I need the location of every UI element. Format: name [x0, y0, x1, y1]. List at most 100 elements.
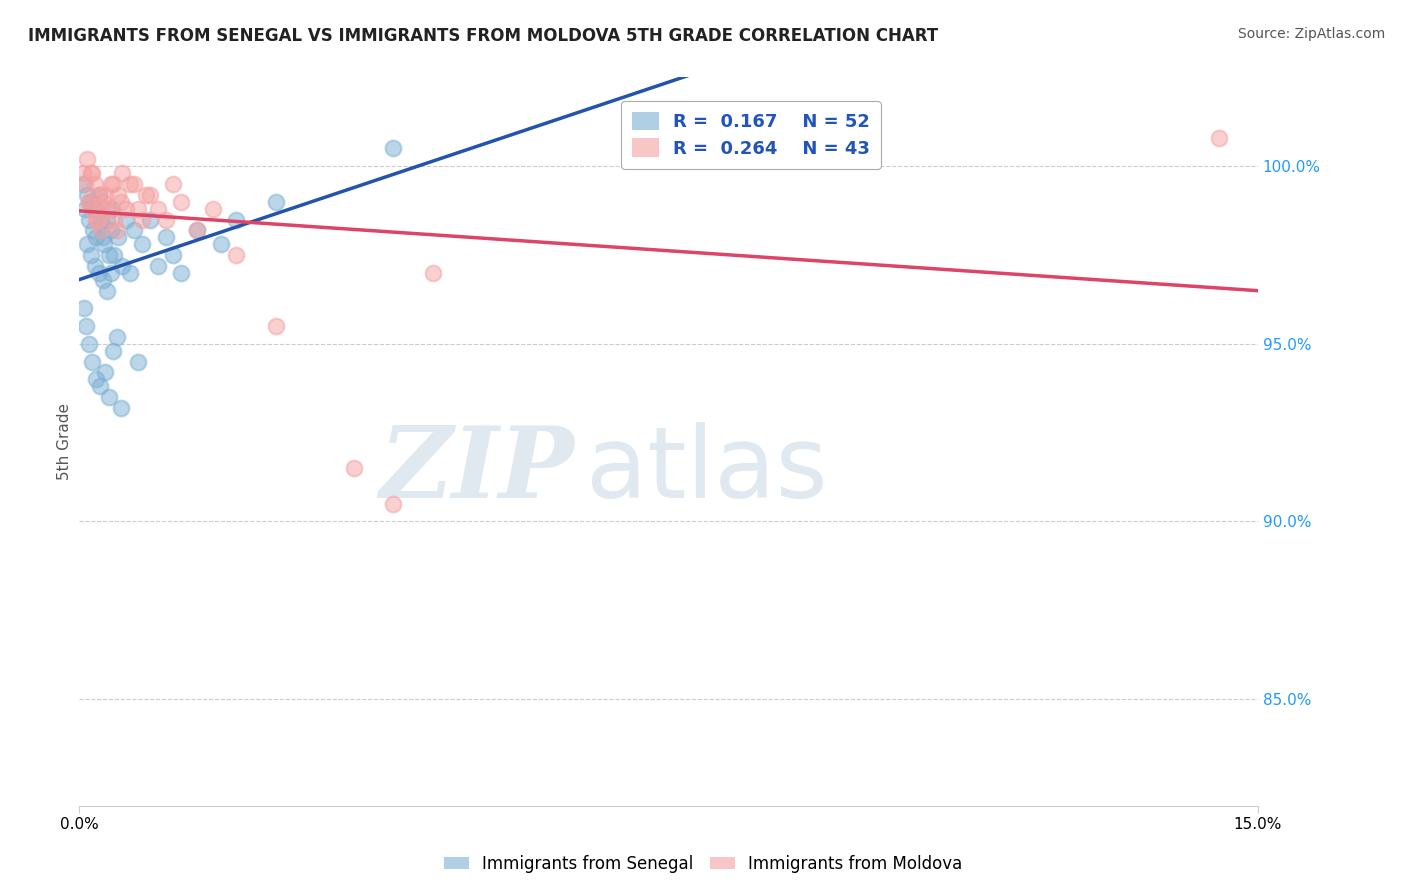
Point [103, 248, 125, 262]
Point [146, 259, 169, 273]
Point [86, 230, 108, 244]
Text: Source: ZipAtlas.com: Source: ZipAtlas.com [1237, 27, 1385, 41]
Point [155, 212, 177, 227]
Point [101, 343, 124, 358]
Point [80, 166, 103, 180]
Point [83, 177, 105, 191]
Point [103, 212, 125, 227]
Point [186, 223, 208, 237]
Point [83, 259, 105, 273]
Point [82, 223, 104, 237]
Point [101, 202, 124, 216]
Point [76, 187, 98, 202]
Point [79, 336, 101, 351]
Point [120, 266, 142, 280]
Point [105, 330, 128, 344]
Text: atlas: atlas [586, 422, 828, 519]
Point [91, 194, 114, 209]
Point [127, 354, 149, 368]
Point [75, 202, 97, 216]
Point [80, 248, 103, 262]
Point [201, 202, 224, 216]
Point [86, 212, 108, 227]
Y-axis label: 5th Grade: 5th Grade [58, 403, 72, 480]
Text: IMMIGRANTS FROM SENEGAL VS IMMIGRANTS FROM MOLDOVA 5TH GRADE CORRELATION CHART: IMMIGRANTS FROM SENEGAL VS IMMIGRANTS FR… [28, 27, 938, 45]
Point [139, 187, 162, 202]
Point [110, 401, 132, 415]
Point [83, 202, 105, 216]
Point [115, 212, 138, 227]
Point [76, 237, 98, 252]
Point [86, 212, 108, 227]
Point [422, 266, 444, 280]
Point [170, 194, 193, 209]
Point [82, 166, 104, 180]
Point [96, 212, 118, 227]
Point [146, 202, 169, 216]
Point [75, 177, 97, 191]
Legend: R =  0.167    N = 52, R =  0.264    N = 43: R = 0.167 N = 52, R = 0.264 N = 43 [621, 101, 882, 169]
Point [209, 237, 232, 252]
Point [100, 223, 122, 237]
Point [98, 202, 121, 216]
Point [80, 194, 103, 209]
Text: ZIP: ZIP [380, 423, 574, 519]
Point [170, 266, 193, 280]
Point [131, 212, 153, 227]
Point [139, 212, 162, 227]
Point [382, 141, 405, 155]
Point [89, 379, 111, 393]
Point [72, 177, 94, 191]
Point [100, 177, 122, 191]
Point [127, 202, 149, 216]
Point [96, 284, 118, 298]
Point [82, 354, 104, 368]
Point [90, 212, 112, 227]
Point [111, 166, 134, 180]
Point [264, 319, 287, 334]
Point [98, 248, 121, 262]
Point [264, 194, 287, 209]
Point [110, 194, 132, 209]
Point [98, 390, 121, 404]
Point [82, 202, 104, 216]
Point [87, 266, 110, 280]
Point [382, 497, 405, 511]
Point [155, 230, 177, 244]
Point [75, 319, 97, 334]
Point [90, 223, 112, 237]
Point [86, 372, 108, 386]
Point [1208, 131, 1230, 145]
Point [94, 365, 117, 379]
Point [72, 166, 94, 180]
Point [105, 223, 128, 237]
Point [96, 202, 118, 216]
Point [100, 266, 122, 280]
Point [107, 230, 129, 244]
Point [186, 223, 208, 237]
Point [115, 202, 138, 216]
Point [91, 230, 114, 244]
Point [225, 248, 247, 262]
Point [77, 194, 100, 209]
Point [93, 237, 115, 252]
Point [120, 177, 142, 191]
Point [91, 273, 114, 287]
Point [162, 248, 184, 262]
Point [94, 187, 117, 202]
Point [225, 212, 247, 227]
Point [343, 461, 366, 475]
Point [77, 212, 100, 227]
Legend: Immigrants from Senegal, Immigrants from Moldova: Immigrants from Senegal, Immigrants from… [437, 848, 969, 880]
Point [111, 259, 134, 273]
Point [73, 301, 96, 316]
Point [101, 177, 124, 191]
Point [122, 223, 145, 237]
Point [76, 152, 98, 166]
Point [87, 187, 110, 202]
Point [122, 177, 145, 191]
Point [79, 194, 101, 209]
Point [131, 237, 153, 252]
Point [135, 187, 157, 202]
Point [162, 177, 184, 191]
